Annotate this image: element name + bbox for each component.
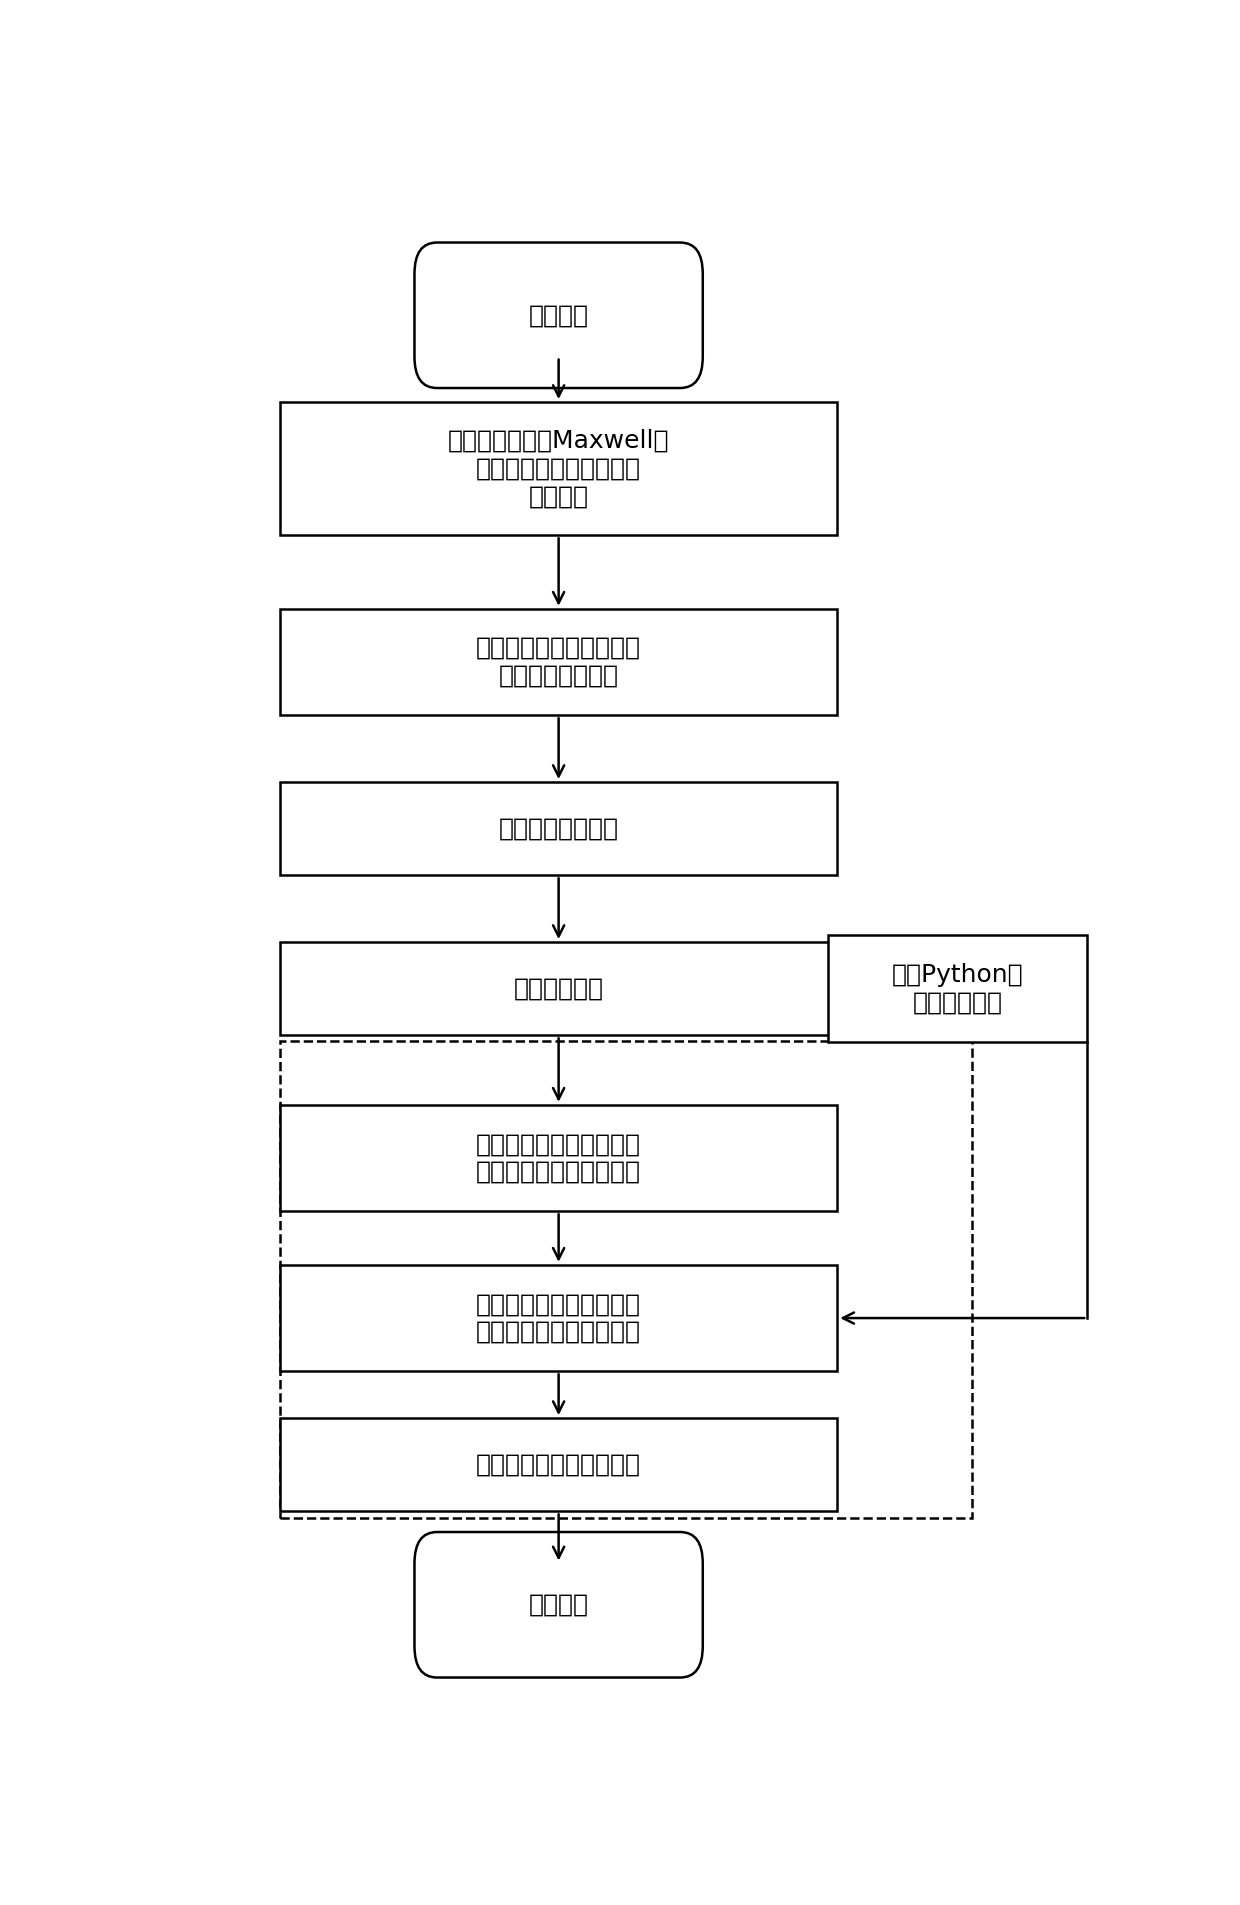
Text: 仿真结果报告生成并导出: 仿真结果报告生成并导出: [476, 1454, 641, 1476]
Text: 设置转角变量: 设置转角变量: [513, 977, 604, 1000]
Bar: [828, 935, 1087, 1042]
Text: 打开工程: 打开工程: [528, 303, 589, 328]
Bar: [280, 1417, 837, 1511]
Bar: [280, 1265, 837, 1372]
Text: 构建辅助面，设置三维电
磁转矩维计算参数: 构建辅助面，设置三维电 磁转矩维计算参数: [476, 636, 641, 688]
Text: 自动调整激励电流、转角
变量等仿真参数运行仿真: 自动调整激励电流、转角 变量等仿真参数运行仿真: [476, 1292, 641, 1343]
Text: 基于Python的
脚本程序控制: 基于Python的 脚本程序控制: [892, 962, 1023, 1015]
Bar: [280, 1105, 837, 1212]
Text: 根据机械结构在Maxwell中
建立完整的永磁球形电机
三维模型: 根据机械结构在Maxwell中 建立完整的永磁球形电机 三维模型: [448, 429, 670, 509]
Text: 设置初始激励电流: 设置初始激励电流: [498, 817, 619, 840]
FancyBboxPatch shape: [414, 1532, 703, 1678]
Bar: [280, 783, 837, 876]
Text: 自动调整激励电流、转角
变量等仿真参数运行仿真: 自动调整激励电流、转角 变量等仿真参数运行仿真: [476, 1132, 641, 1183]
Bar: [280, 610, 837, 714]
Text: 仿真结束: 仿真结束: [528, 1593, 589, 1617]
Bar: [280, 943, 837, 1036]
FancyBboxPatch shape: [414, 242, 703, 389]
Bar: [280, 1040, 972, 1518]
Bar: [280, 402, 837, 535]
